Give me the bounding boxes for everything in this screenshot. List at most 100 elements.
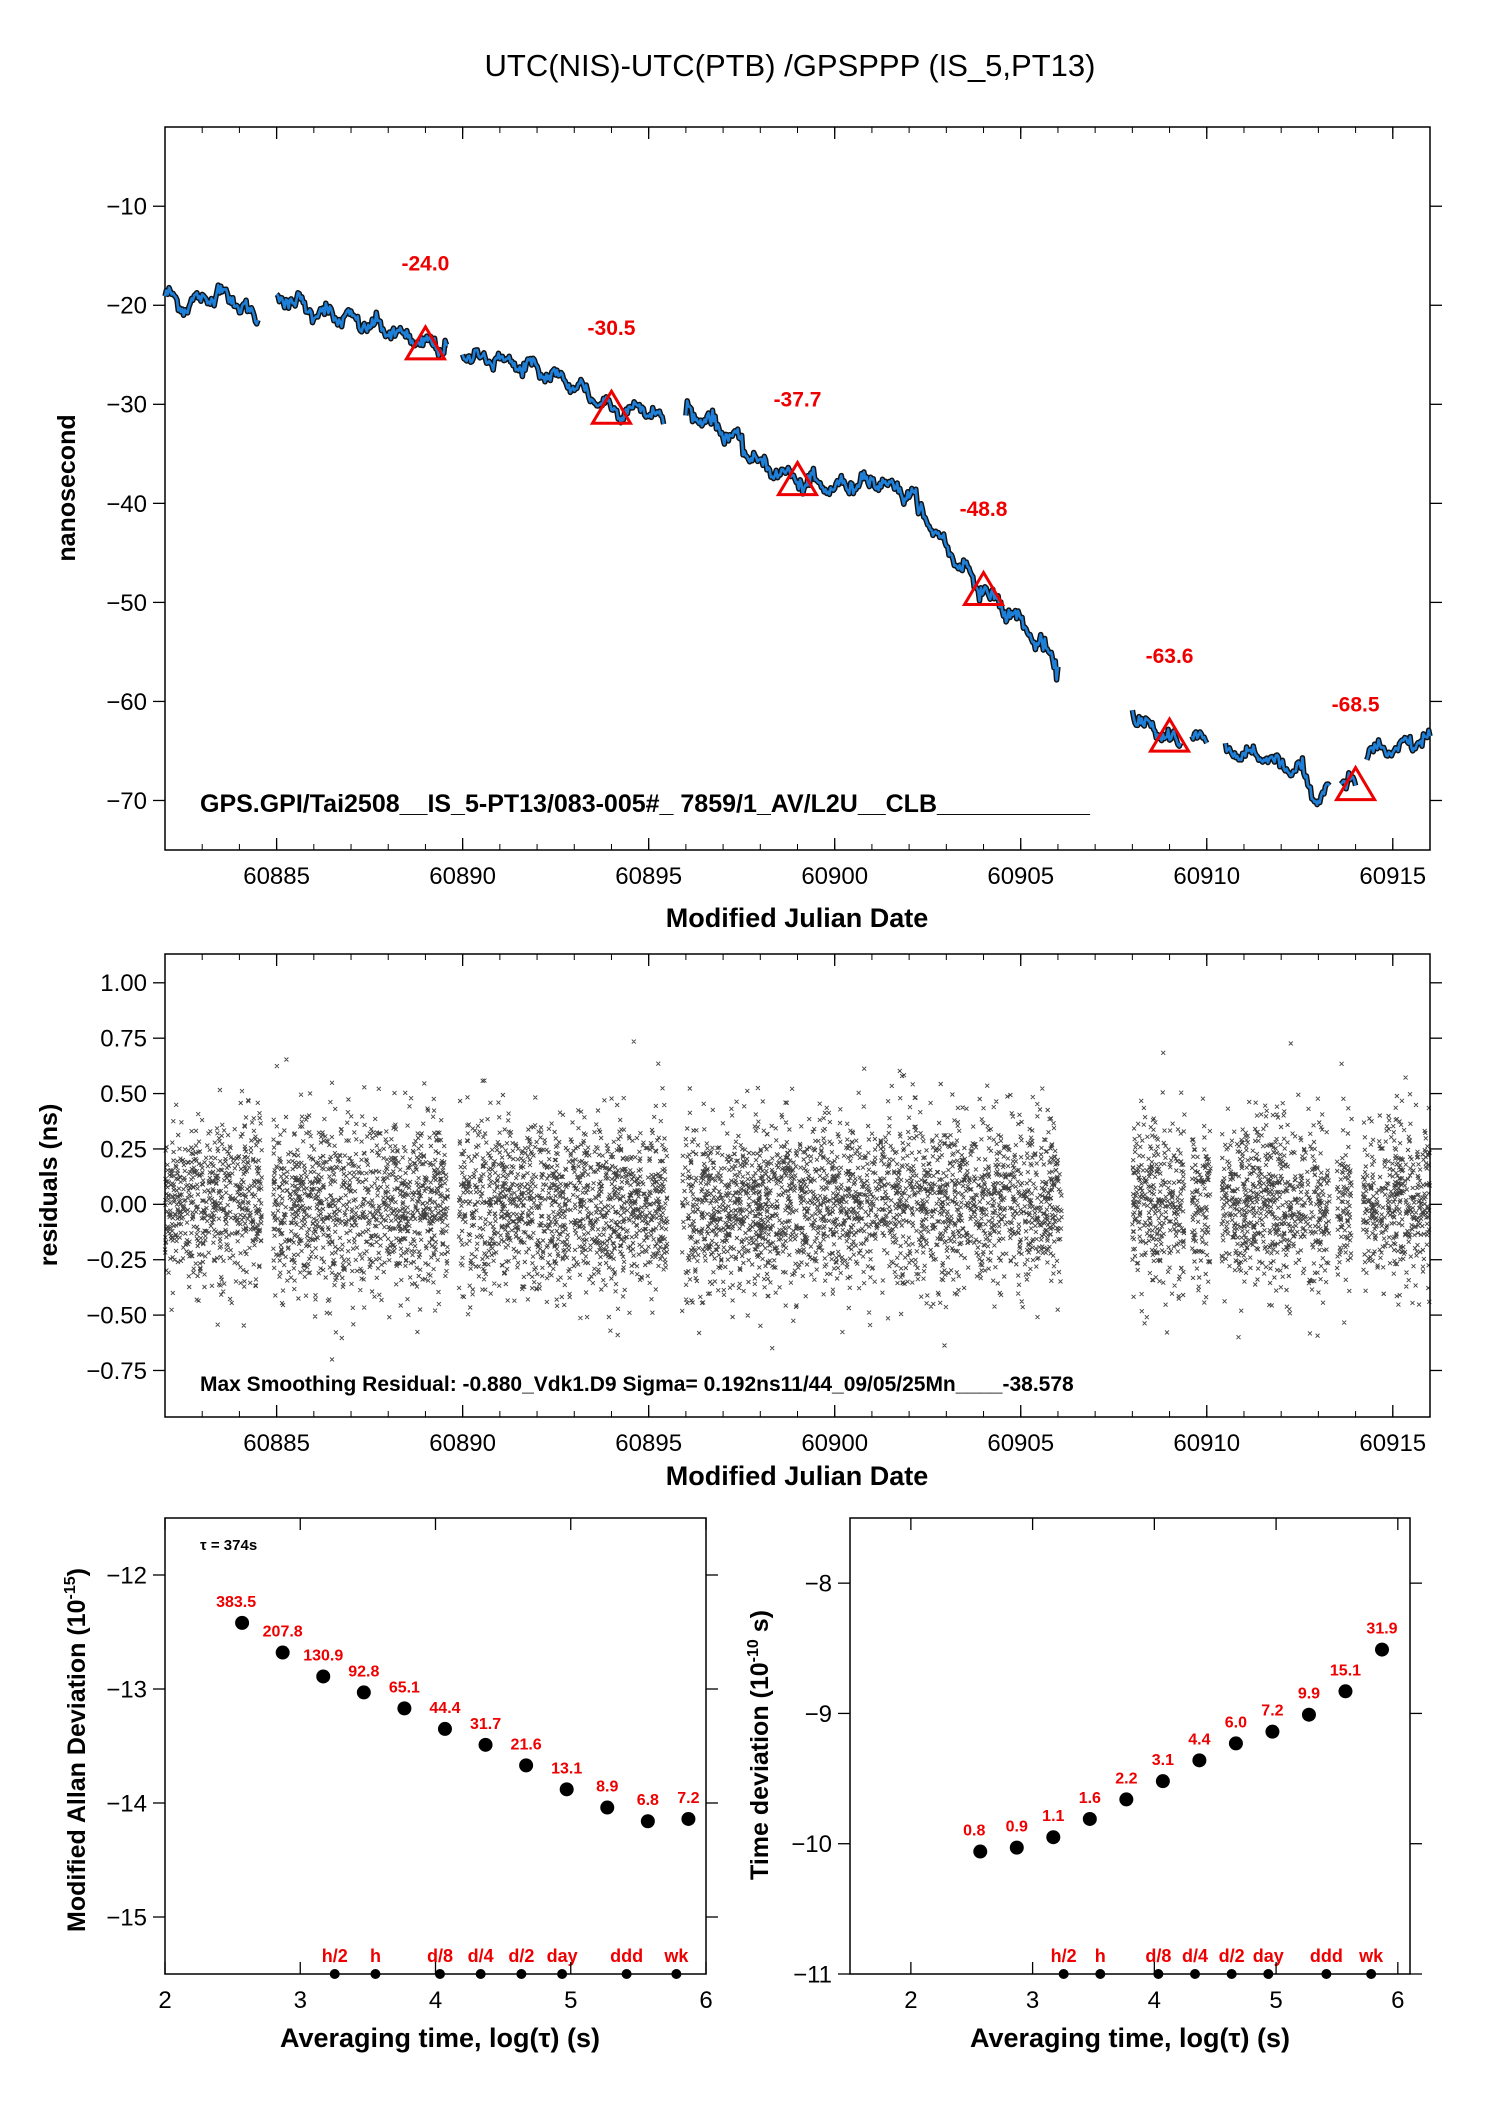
x-tick-label: 4	[429, 1987, 442, 2014]
time-deviation-panel: 0.8 0.9 1.1 1.6 2.2 3.1 4.4 6.0 7.2 9.9 15.1 31.9 h/…	[745, 1517, 1422, 2053]
mad-x-axis-label: Averaging time, log(τ) (s)	[280, 2023, 600, 2053]
point-label: 31.7	[470, 1716, 501, 1733]
x-tick-label: 60910	[1173, 1430, 1240, 1457]
x-tick-label: 60895	[615, 1430, 682, 1457]
mad-frame	[164, 1517, 707, 1975]
y-tick-label: 0.25	[100, 1136, 147, 1163]
y-tick-label: −15	[106, 1904, 147, 1931]
deviation-point	[600, 1800, 615, 1815]
point-label: 130.9	[303, 1647, 343, 1664]
deviation-point	[478, 1737, 493, 1752]
time-series-y-axis-label: nanosecond	[53, 414, 81, 561]
marker-triangle	[589, 388, 634, 425]
point-label: 6.8	[637, 1792, 659, 1809]
y-tick-label: −10	[791, 1831, 832, 1858]
time-mark-dot	[557, 1969, 568, 1979]
point-label: 21.6	[511, 1736, 542, 1753]
y-tick-label: −40	[106, 491, 147, 518]
time-mark-label: wk	[1358, 1946, 1384, 1966]
x-tick-label: 60915	[1359, 1430, 1426, 1457]
time-mark-dot	[621, 1969, 632, 1979]
y-tick-label: −20	[106, 293, 147, 320]
y-tick-label: 1.00	[100, 970, 147, 997]
point-label: 9.9	[1298, 1686, 1320, 1703]
mad-y-axis-exponent: -15	[62, 1576, 79, 1599]
point-label: 1.1	[1042, 1808, 1064, 1825]
time-series-panel: -24.0 -30.5 -37.7 -48.8 -63.6 -68.5 60885 6089…	[53, 126, 1442, 933]
time-mark-dot	[1058, 1969, 1069, 1979]
data-line-blue	[461, 348, 665, 425]
deviation-point	[1046, 1830, 1061, 1845]
x-tick-label: 2	[904, 1987, 917, 2014]
deviation-point	[1119, 1792, 1134, 1807]
point-label: 7.2	[677, 1790, 699, 1807]
x-tick-label: 60900	[801, 863, 868, 890]
marker-triangle	[1147, 716, 1192, 753]
marker-label: -24.0	[402, 253, 450, 276]
point-label: 0.8	[963, 1823, 985, 1840]
x-tick-label: 60910	[1173, 863, 1240, 890]
time-mark-dot	[1263, 1969, 1274, 1979]
y-tick-label: 0.00	[100, 1192, 147, 1219]
chart-title: UTC(NIS)-UTC(PTB) /GPSPPP (IS_5,PT13)	[485, 48, 1096, 83]
x-tick-label: 60905	[987, 1430, 1054, 1457]
x-tick-label: 60890	[429, 863, 496, 890]
time-mark-dot	[434, 1969, 445, 1979]
point-label: 31.9	[1366, 1621, 1397, 1638]
point-label: 8.9	[596, 1779, 618, 1796]
data-line-blue	[1224, 742, 1331, 806]
marker-label: -30.5	[588, 317, 636, 340]
point-label: 383.5	[216, 1594, 256, 1611]
deviation-point	[437, 1721, 452, 1736]
time-series-info: GPS.GPI/Tai2508__IS_5-PT13/083-005#_ 785…	[200, 790, 1091, 818]
point-label: 13.1	[551, 1760, 582, 1777]
time-mark-dot	[516, 1969, 527, 1979]
deviation-point	[640, 1814, 655, 1829]
marker-triangle	[1333, 764, 1378, 802]
x-tick-label: 6	[1391, 1987, 1404, 2014]
y-tick-label: −0.75	[86, 1358, 147, 1385]
time-mark-dot	[329, 1969, 340, 1979]
x-tick-label: 60900	[801, 1430, 868, 1457]
deviation-point	[356, 1685, 371, 1700]
deviation-point	[681, 1811, 696, 1826]
tdev-y-axis-label: Time deviation (10-10 s)	[745, 1610, 774, 1880]
point-label: 7.2	[1261, 1703, 1283, 1720]
time-mark-label: d/4	[468, 1946, 494, 1966]
deviation-point	[1009, 1840, 1024, 1855]
deviation-point	[1301, 1707, 1316, 1722]
y-tick-label: −10	[106, 194, 147, 221]
time-mark-label: d/4	[1182, 1946, 1208, 1966]
time-mark-dot	[1095, 1969, 1106, 1979]
deviation-point	[397, 1701, 412, 1716]
point-label: 44.4	[429, 1700, 460, 1717]
time-mark-label: d/8	[427, 1946, 453, 1966]
time-series-x-axis-label: Modified Julian Date	[666, 903, 929, 933]
deviation-point	[1082, 1811, 1097, 1826]
time-mark-dot	[1366, 1969, 1377, 1979]
time-mark-dot	[1226, 1969, 1237, 1979]
time-mark-label: d/8	[1145, 1946, 1171, 1966]
time-mark-label: d/2	[508, 1946, 534, 1966]
mad-tau-label: τ = 374s	[200, 1537, 257, 1554]
x-tick-label: 3	[294, 1987, 307, 2014]
y-tick-label: −50	[106, 590, 147, 617]
deviation-point	[1228, 1736, 1243, 1751]
residual-points	[162, 1039, 1433, 1362]
time-mark-dot	[475, 1969, 486, 1979]
deviation-point	[1265, 1724, 1280, 1739]
tdev-x-axis-label: Averaging time, log(τ) (s)	[970, 2023, 1290, 2053]
time-mark-label: ddd	[610, 1946, 643, 1966]
time-mark-dot	[370, 1969, 381, 1979]
marker-label: -63.6	[1146, 645, 1194, 668]
data-line-black	[1222, 742, 1332, 808]
time-mark-label: wk	[663, 1946, 689, 1966]
data-line-blue	[684, 399, 1060, 682]
y-tick-label: 0.75	[100, 1026, 147, 1053]
time-mark-label: day	[547, 1946, 578, 1966]
y-tick-label: −8	[805, 1571, 832, 1598]
mad-y-axis-label: Modified Allan Deviation (10-15)	[62, 1568, 91, 1932]
x-tick-label: 60885	[243, 863, 310, 890]
x-tick-label: 60915	[1359, 863, 1426, 890]
